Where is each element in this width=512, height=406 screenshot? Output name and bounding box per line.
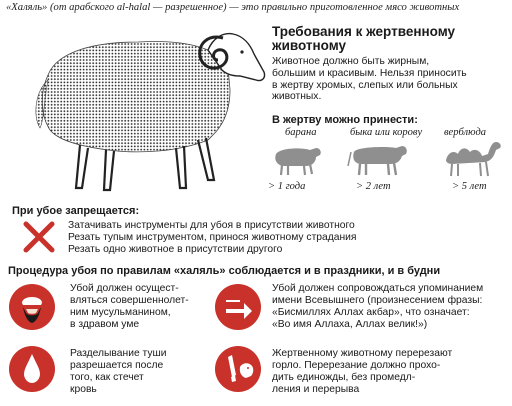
animal-name-cow: быка или корову	[350, 127, 423, 138]
prohibited-item: Резать тупым инструментом, принося живот…	[68, 232, 357, 243]
age-cow: > 2 лет	[356, 181, 391, 192]
intro-text: «Халяль» (от арабского al-halal — разреш…	[6, 2, 460, 13]
animal-name-camel: верблюда	[444, 127, 487, 138]
sacrifice-title: В жертву можно принести:	[272, 114, 418, 126]
procedure-block-1: Убой должен осущест- вляться совершеннол…	[70, 283, 189, 330]
age-camel: > 5 лет	[452, 181, 487, 192]
animal-name-sheep: барана	[285, 127, 317, 138]
requirements-text: Животное должно быть жирным, большим и к…	[272, 56, 467, 103]
procedure-block-4: Жертвенному животному перерезают горло. …	[272, 348, 453, 395]
sheep-icon	[275, 148, 321, 176]
camel-icon	[446, 142, 501, 177]
ram-legs	[74, 137, 216, 192]
procedure-block-2: Разделывание туши разрешается после того…	[70, 348, 167, 395]
age-sheep: > 1 года	[268, 181, 306, 192]
ram-horn	[198, 35, 229, 70]
muslim-man-icon	[9, 284, 55, 330]
red-cross-icon	[23, 221, 55, 253]
ram-tail	[35, 79, 49, 129]
blood-drop-icon	[9, 346, 55, 392]
ram-head	[207, 32, 266, 82]
prohibited-title: При убое запрещается:	[12, 205, 140, 217]
procedure-block-3: Убой должен сопровождаться упоминанием и…	[272, 283, 484, 330]
procedure-title: Процедура убоя по правилам «халяль» собл…	[8, 265, 441, 277]
prohibited-item: Резать одно животное в присутствии друго…	[68, 244, 283, 255]
cow-icon	[347, 146, 407, 176]
requirements-title: Требования к жертвенному животному	[272, 24, 456, 53]
speech-arrow-icon	[215, 284, 261, 330]
ram-illustration	[35, 32, 266, 192]
prohibited-item: Затачивать инструменты для убоя в присут…	[68, 220, 355, 231]
knife-sheep-icon	[215, 346, 261, 392]
ram-body	[41, 41, 231, 153]
